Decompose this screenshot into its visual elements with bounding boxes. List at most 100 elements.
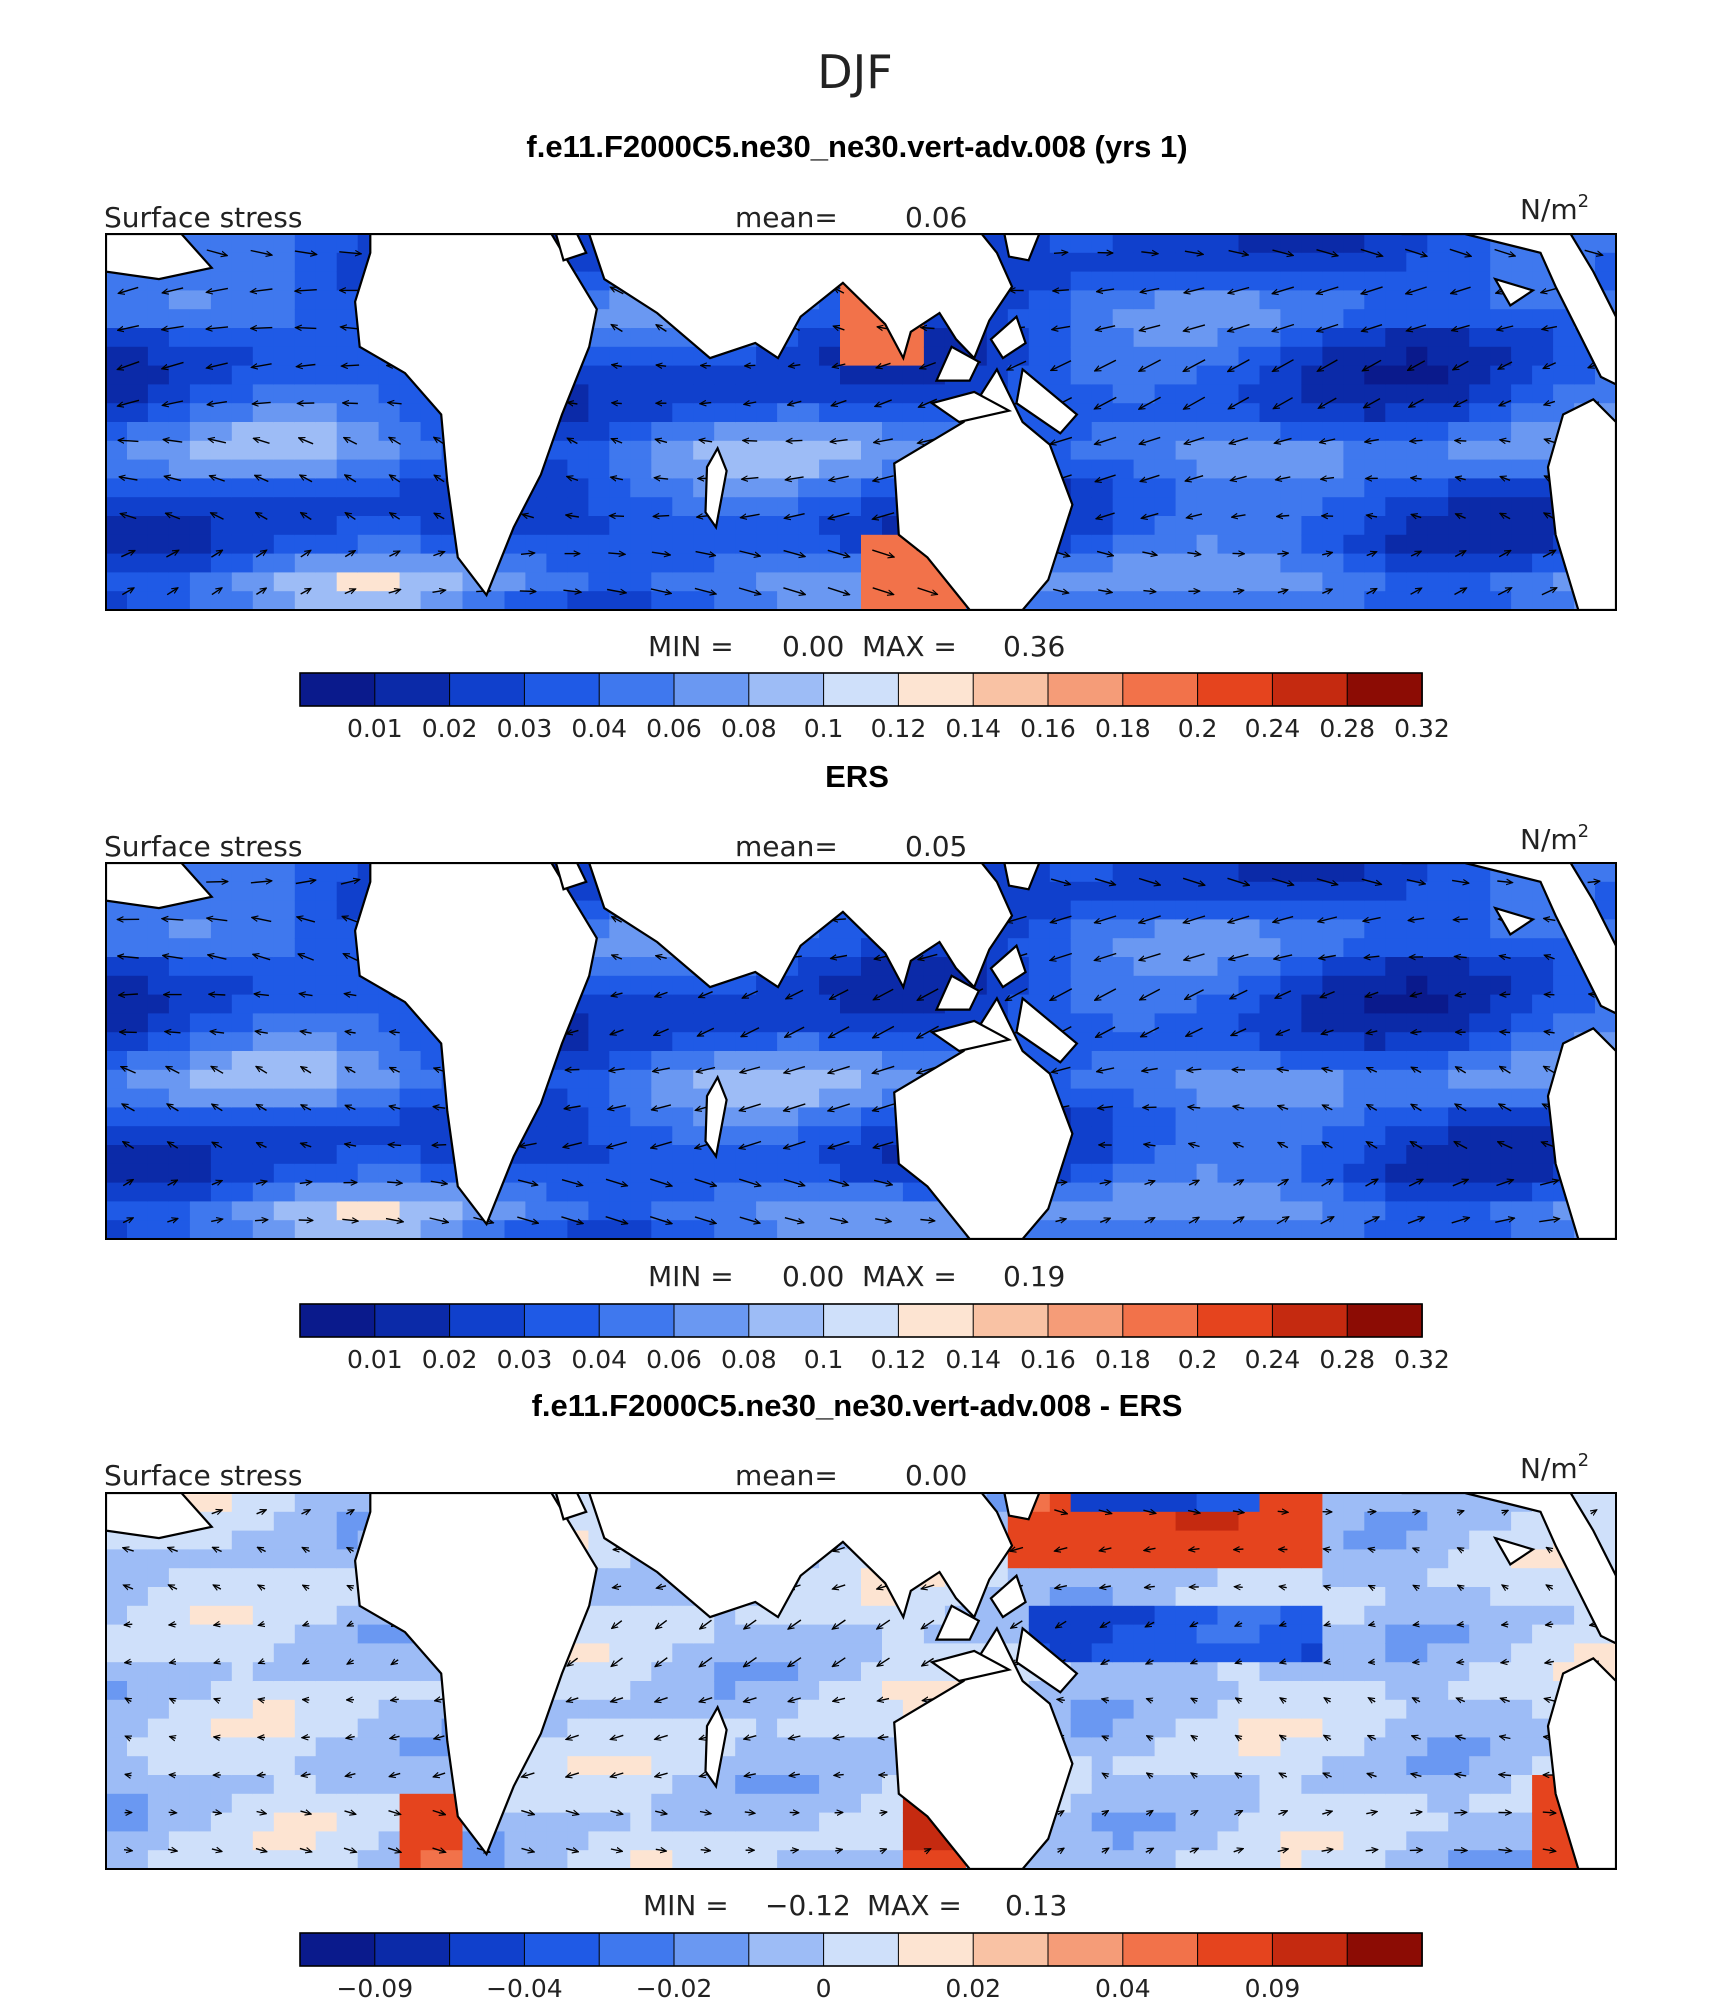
field-cell <box>1238 1831 1261 1851</box>
field-cell <box>1427 572 1449 592</box>
field-cell <box>882 553 904 573</box>
field-cell <box>1427 422 1449 442</box>
field-cell <box>1490 534 1512 555</box>
field-cell <box>882 1069 904 1090</box>
field-cell <box>777 1643 799 1663</box>
stress-vector <box>1183 396 1206 409</box>
stress-vector <box>1274 437 1292 443</box>
mean-label: mean= <box>735 201 838 234</box>
stress-vector <box>1544 401 1556 405</box>
field-cell <box>819 572 841 592</box>
field-cell <box>651 1126 673 1146</box>
field-cell <box>777 497 799 517</box>
field-cell <box>1196 1643 1219 1663</box>
field-cell <box>399 1145 422 1165</box>
field-cell <box>1196 1793 1219 1814</box>
field-cell <box>1091 1812 1114 1832</box>
field-cell <box>315 403 338 423</box>
field-cell <box>315 1699 338 1720</box>
stress-vector <box>1051 1066 1071 1072</box>
field-cell <box>1238 516 1261 536</box>
field-cell <box>210 1850 233 1869</box>
field-cell <box>1133 1493 1156 1513</box>
field-cell <box>1469 1605 1491 1626</box>
field-cell <box>1301 1831 1323 1851</box>
stress-vector <box>295 290 317 291</box>
field-cell <box>189 1201 212 1221</box>
field-cell <box>252 328 275 348</box>
stress-vector <box>1140 988 1161 1000</box>
field-cell <box>336 1032 359 1052</box>
field-cell <box>798 1737 820 1757</box>
stress-vector <box>784 513 805 519</box>
field-cell <box>1070 290 1093 310</box>
field-cell <box>923 957 946 977</box>
field-cell <box>1154 900 1177 920</box>
field-cell <box>588 1163 610 1184</box>
field-cell <box>1238 1605 1261 1626</box>
field-cell <box>1322 1737 1344 1757</box>
stress-vector <box>122 1104 135 1112</box>
field-cell <box>1280 1549 1302 1569</box>
field-cell <box>630 1051 652 1071</box>
field-cell <box>378 1737 401 1757</box>
field-cell <box>210 1126 233 1146</box>
field-cell <box>273 1530 296 1550</box>
field-cell <box>1469 384 1491 404</box>
field-cell <box>1133 1201 1156 1221</box>
field-cell <box>273 1051 296 1071</box>
field-cell <box>1154 957 1177 977</box>
field-cell <box>756 1812 778 1832</box>
field-cell <box>1217 384 1240 404</box>
field-cell <box>672 1107 694 1127</box>
field-cell <box>210 1511 233 1532</box>
field-cell <box>147 1568 170 1588</box>
field-cell <box>294 572 317 592</box>
field-cell <box>714 1812 736 1832</box>
field-cell <box>1322 1756 1344 1776</box>
field-cell <box>1490 1163 1512 1184</box>
field-cell <box>1133 534 1156 555</box>
field-cell <box>357 1850 380 1869</box>
field-cell <box>672 591 694 610</box>
field-cell <box>567 1756 589 1776</box>
field-cell <box>336 478 359 498</box>
field-cell <box>1217 290 1240 310</box>
field-cell <box>1154 234 1177 254</box>
field-cell <box>252 403 275 423</box>
field-cell <box>189 938 212 958</box>
continent <box>893 367 1074 610</box>
field-cell <box>315 938 338 958</box>
field-cell <box>1469 938 1491 958</box>
field-cell <box>1175 1812 1198 1832</box>
stress-vector <box>656 956 667 959</box>
field-cell <box>756 1643 778 1663</box>
field-cell <box>315 975 338 996</box>
field-cell <box>315 328 338 348</box>
field-cell <box>357 403 380 423</box>
stress-vector <box>1454 551 1466 558</box>
field-cell <box>798 1201 820 1221</box>
field-cell <box>630 309 652 329</box>
stress-vector <box>1052 326 1071 329</box>
min-value: 0.00 <box>782 630 844 663</box>
stress-vector <box>1141 512 1159 519</box>
field-cell <box>1175 1530 1198 1550</box>
field-cell <box>1238 478 1261 498</box>
stress-vector <box>1500 513 1511 520</box>
field-cell <box>882 1182 904 1202</box>
field-cell <box>1406 1831 1428 1851</box>
field-cell <box>1070 1568 1093 1588</box>
field-cell <box>651 384 673 404</box>
field-cell <box>1406 459 1428 479</box>
field-cell <box>1259 1032 1282 1052</box>
colorbar-tick-label: 0.12 <box>871 714 927 743</box>
field-cell <box>1280 1511 1302 1532</box>
field-cell <box>252 290 275 310</box>
field-cell <box>882 1699 904 1720</box>
field-cell <box>756 403 778 423</box>
stress-vector <box>829 1217 848 1222</box>
stress-vector <box>872 1065 895 1073</box>
field-cell <box>693 516 715 536</box>
field-cell <box>1511 1107 1533 1127</box>
